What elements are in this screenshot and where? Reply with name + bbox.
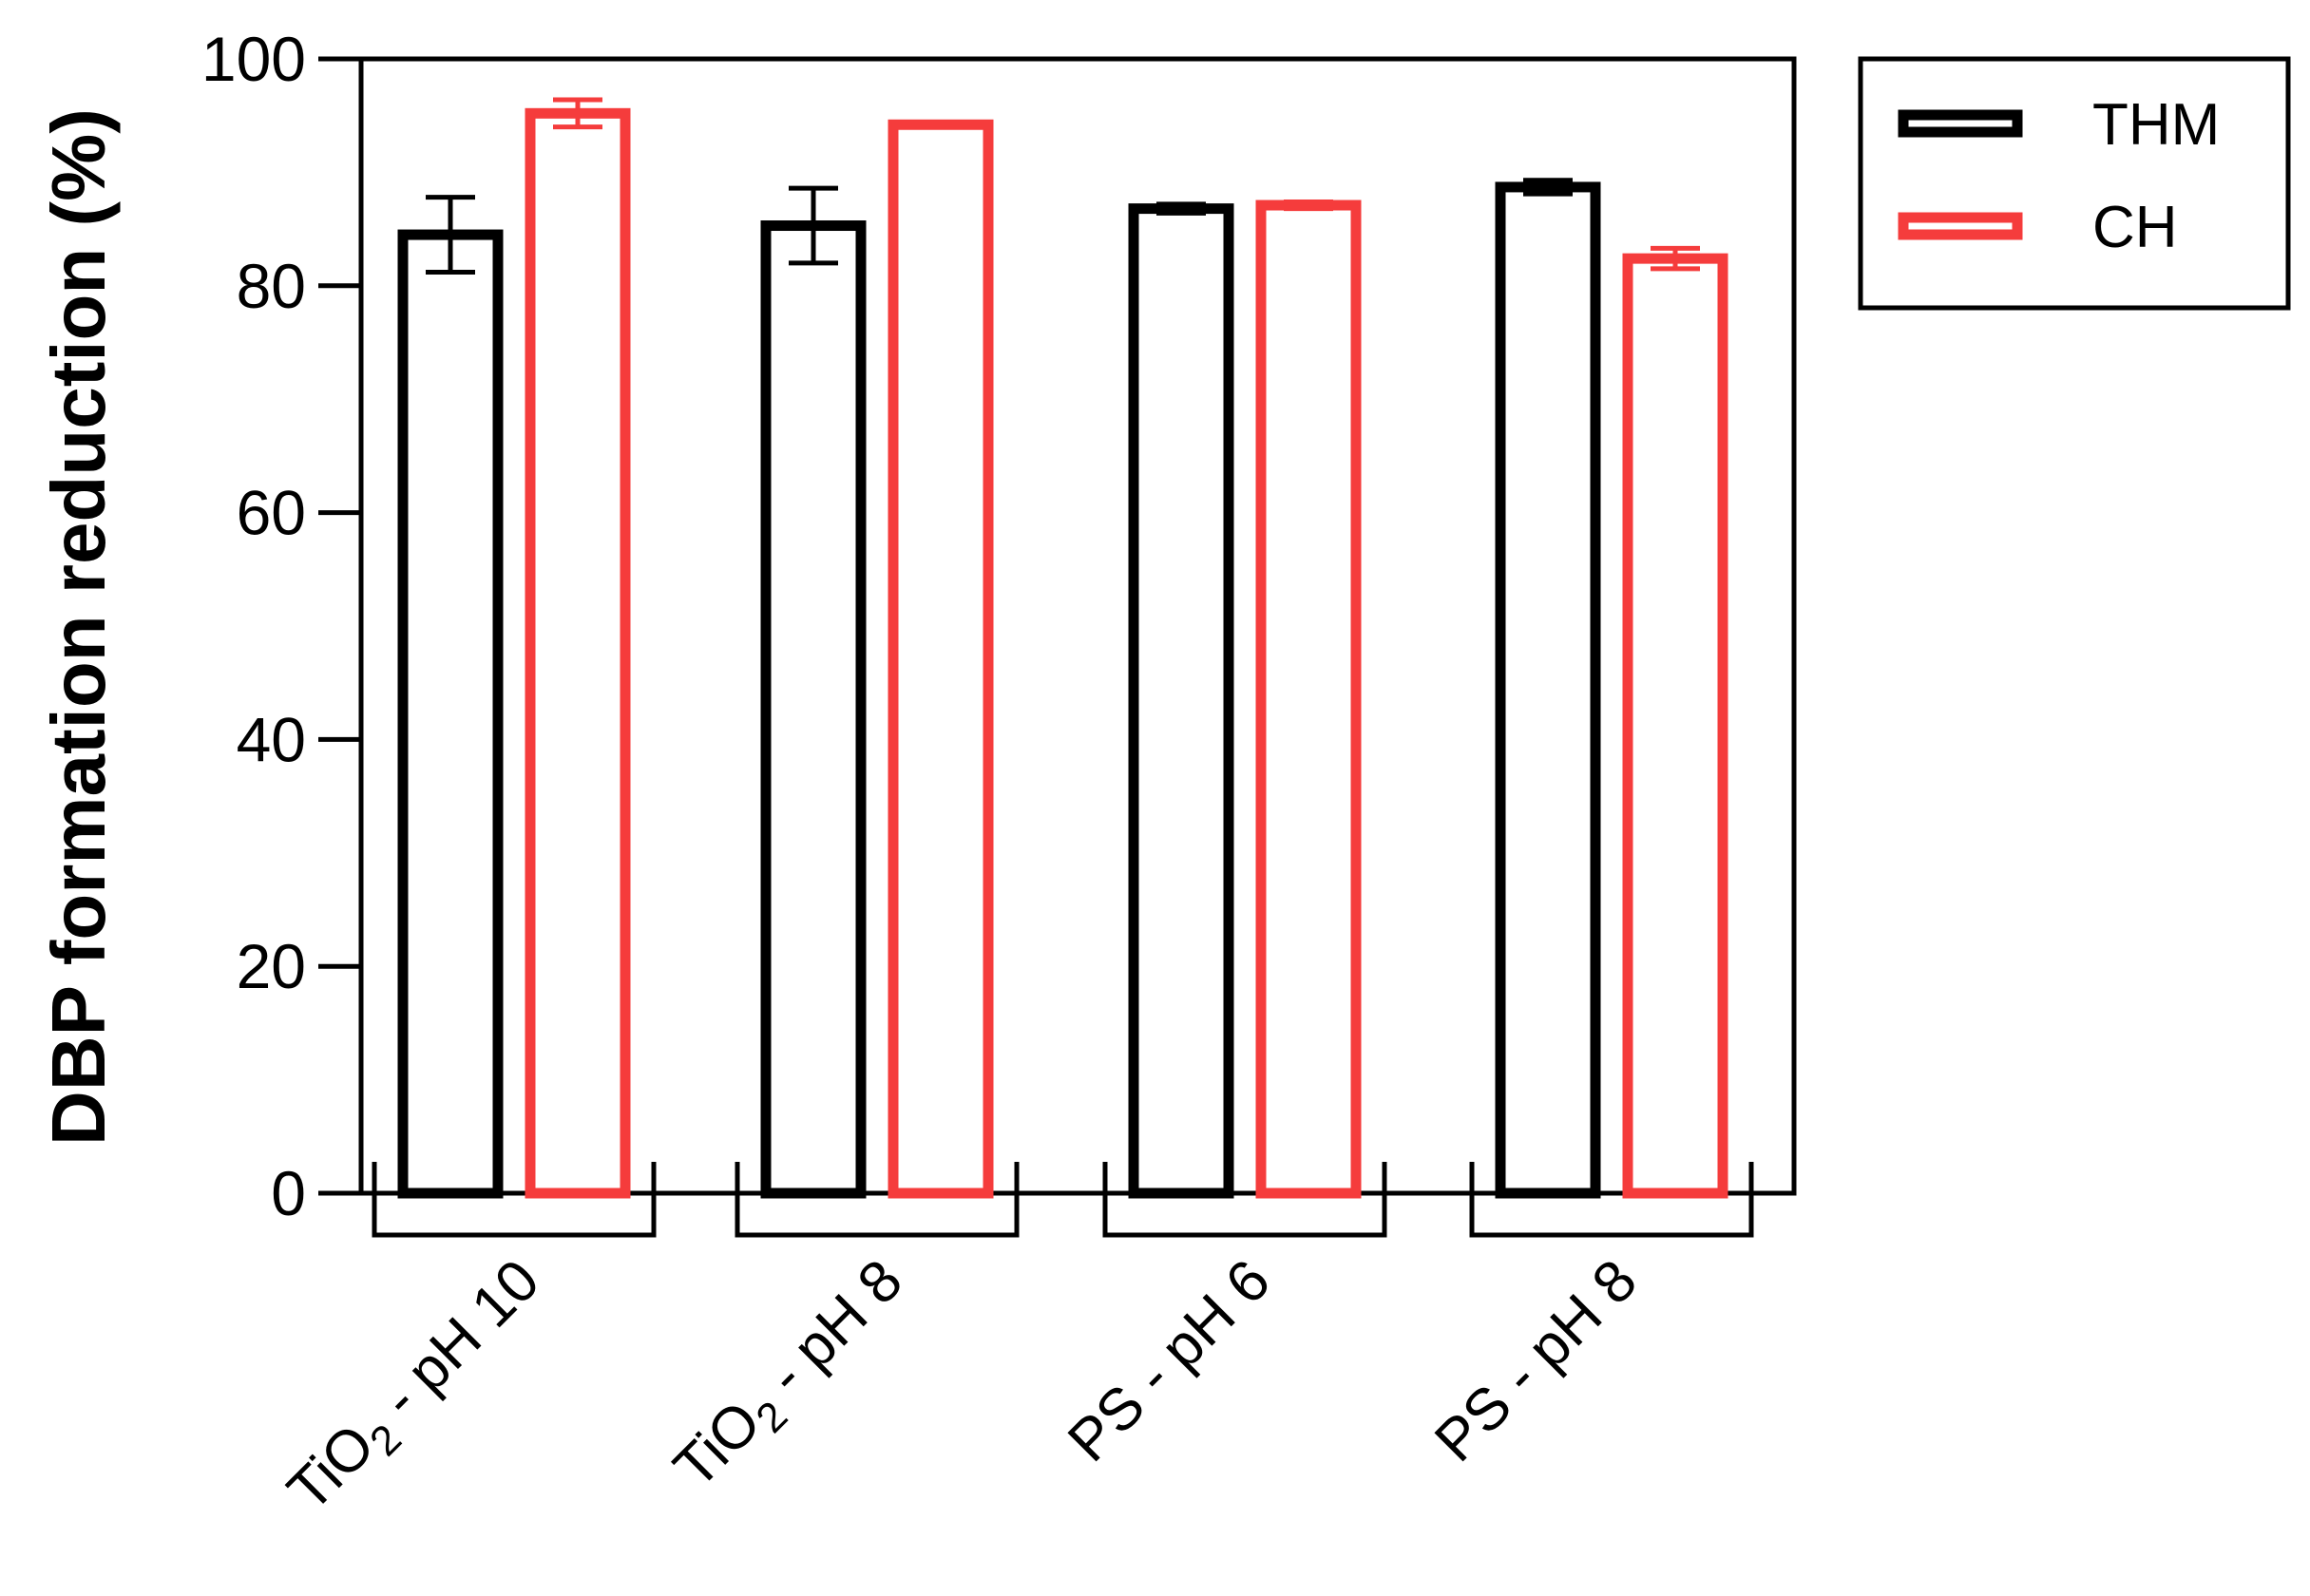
legend: THM CH — [1858, 56, 2291, 311]
legend-swatch-ch — [1898, 212, 2023, 240]
legend-label-thm: THM — [2092, 92, 2220, 158]
x-axis-labels: TiO2 - pH 10 TiO2 - pH 8 PS - pH 6 PS - pH … — [276, 1247, 1650, 1530]
group-bracket — [372, 1162, 657, 1238]
y-tick-label: 40 — [237, 704, 306, 774]
legend-swatch-thm — [1898, 109, 2023, 138]
y-tick-label: 80 — [237, 251, 306, 321]
bar-thm — [1128, 203, 1234, 1199]
y-tick-label: 0 — [271, 1158, 306, 1228]
bar-ch — [1622, 253, 1728, 1199]
bar-thm — [1495, 181, 1601, 1199]
x-tick-label: TiO2 - pH 10 — [276, 1247, 559, 1530]
y-tick-label: 20 — [237, 931, 306, 1001]
y-tick-label: 60 — [237, 478, 306, 548]
x-tick-label: TiO2 - pH 8 — [661, 1247, 922, 1508]
group-bracket — [735, 1162, 1020, 1238]
group-bracket — [1469, 1162, 1754, 1238]
y-axis-title: DBP formation reduction (%) — [36, 108, 121, 1146]
error-bars — [426, 97, 1700, 275]
x-tick-label: PS - pH 8 — [1422, 1247, 1650, 1474]
plot-border — [358, 56, 1797, 1196]
legend-label-ch: CH — [2092, 195, 2178, 260]
bar-thm — [760, 220, 867, 1199]
group-brackets — [372, 1162, 1754, 1238]
y-axis: 0 20 40 60 80 100 — [201, 24, 361, 1228]
x-tick-label: PS - pH 6 — [1056, 1247, 1283, 1474]
bar-ch — [1255, 200, 1362, 1199]
y-tick-label: 100 — [201, 24, 306, 94]
bar-ch — [888, 119, 994, 1199]
plot-frame — [358, 56, 1797, 1196]
bars — [397, 107, 1728, 1199]
bar-thm — [397, 229, 504, 1199]
legend-box — [1858, 56, 2291, 311]
bar-ch — [525, 107, 631, 1199]
group-bracket — [1102, 1162, 1387, 1238]
